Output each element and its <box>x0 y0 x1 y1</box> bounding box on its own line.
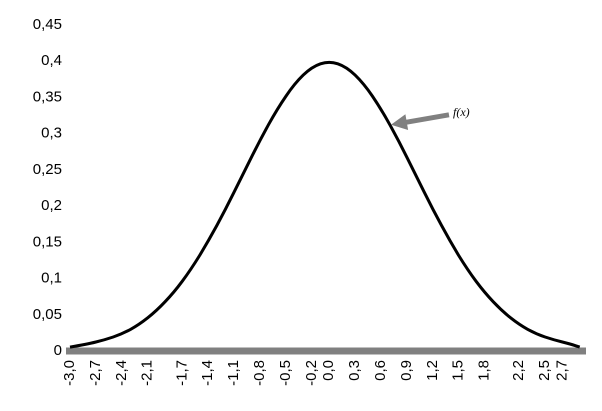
x-tick-label: 0,0 <box>320 360 337 381</box>
y-tick-label: 0,35 <box>33 88 62 105</box>
x-tick-label: 1,8 <box>476 360 493 381</box>
x-axis-ticks: -3,0 -2,7 -2,4 -2,1 -1,7 -1,4 -1,1 -0,8 -0,5 -0,2… <box>61 360 570 386</box>
annotation-arrow-head <box>390 114 409 130</box>
x-tick-label: -3,0 <box>61 360 78 386</box>
annotation-arrow-line <box>402 112 450 126</box>
y-tick-label: 0,05 <box>33 306 62 323</box>
series-line-fx <box>69 60 581 349</box>
x-tick-label: -2,7 <box>87 360 104 386</box>
x-tick-label: -0,2 <box>303 360 320 386</box>
y-axis-ticks: 0 0,05 0,1 0,15 0,2 0,25 0,3 0,35 0,4 0,45 <box>33 16 62 359</box>
x-tick-label: 0,3 <box>346 360 363 381</box>
x-tick-label: -2,1 <box>139 360 156 386</box>
y-tick-label: 0,2 <box>41 197 62 214</box>
y-tick-label: 0,1 <box>41 270 62 287</box>
y-tick-label: 0,3 <box>41 125 62 142</box>
x-tick-label: 2,7 <box>553 360 570 381</box>
y-tick-label: 0,45 <box>33 16 62 33</box>
annotation-label-fx: f(x) <box>453 105 470 119</box>
y-tick-label: 0,4 <box>41 52 62 69</box>
x-tick-label: -2,4 <box>113 360 130 386</box>
x-tick-label: -1,1 <box>225 360 242 386</box>
annotation: f(x) <box>390 105 470 130</box>
y-tick-label: 0 <box>54 342 62 359</box>
x-tick-label: -0,8 <box>251 360 268 386</box>
y-tick-label: 0,25 <box>33 161 62 178</box>
x-tick-label: 0,9 <box>398 360 415 381</box>
x-tick-label: -1,7 <box>173 360 190 386</box>
x-tick-label: 2,2 <box>510 360 527 381</box>
x-tick-label: 1,2 <box>424 360 441 381</box>
x-tick-label: -1,4 <box>199 360 216 386</box>
y-tick-label: 0,15 <box>33 233 62 250</box>
x-tick-label: 0,6 <box>372 360 389 381</box>
x-tick-label: -0,5 <box>277 360 294 386</box>
x-tick-label: 1,5 <box>450 360 467 381</box>
x-tick-label: 2,5 <box>536 360 553 381</box>
